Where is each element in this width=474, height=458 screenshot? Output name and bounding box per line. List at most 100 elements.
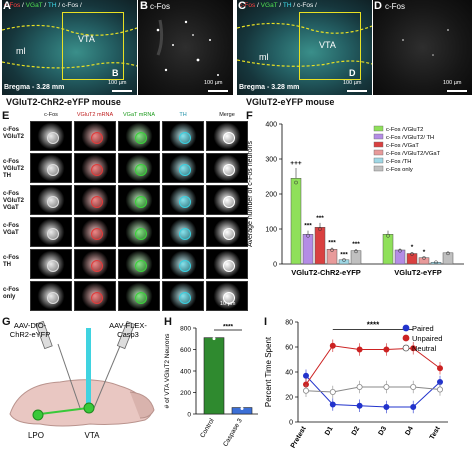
chart-f-point-0-4: [342, 258, 346, 262]
chart-i-legend-label-1: Unpaired: [412, 334, 442, 343]
panel-c-bregma: Bregma - 3.28 mm: [239, 84, 300, 91]
chart-f-legend-label-0: c-Fos /VGluT2: [386, 127, 423, 133]
chart-i-point-0-1: [329, 401, 336, 408]
panel-e-cell-2-0: [30, 185, 72, 215]
caption-eyfp-mouse: VGluT2-eYFP mouse: [246, 97, 335, 107]
panel-a-scale-bar: [112, 90, 132, 92]
chart-i-point-0-4: [410, 404, 417, 411]
panel-e-grid: c-Fos VGluT2 mRNA VGaT mRNA TH Merge c-Fos VGl…: [0, 110, 248, 311]
chart-h-ytick-label-2: 400: [180, 369, 191, 376]
chart-i-cat-label-0: Pretest: [290, 425, 308, 450]
panel-d-letter: D: [374, 0, 382, 12]
panel-e-cell-2-2: [118, 185, 160, 215]
panel-a-channel-header: c-Fos / VGaT / TH / c-Fos /: [4, 2, 82, 9]
chart-i-ylabel: Percent Time Spent: [264, 336, 273, 407]
chart-f-group-label-1: VGluT2-eYFP: [394, 268, 442, 277]
chart-i-point-2-5: [436, 386, 443, 393]
chart-i-line-2: [305, 386, 441, 393]
panel-e-cell-4-0: [30, 249, 72, 279]
panel-g-letter: G: [2, 316, 11, 328]
syringe-left-icon: [35, 320, 81, 409]
panel-a-bregma: Bregma - 3.28 mm: [4, 84, 65, 91]
chart-h-ytick-label-3: 600: [180, 347, 191, 354]
panel-g-diagram: AAV-DIO-ChR2-eYFP AAV-FLEX-Casp3 LPO VTA: [9, 320, 155, 440]
panel-c-scale-bar: [347, 90, 367, 92]
chart-f-legend-label-5: c-Fos only: [386, 167, 413, 173]
chart-i-point-2-0: [303, 387, 310, 394]
caption-chr2-mouse: VGluT2-ChR2-eYFP mouse: [6, 97, 121, 107]
chart-f-ytick-label-2: 200: [265, 192, 277, 199]
panel-c-box-letter: D: [349, 68, 356, 78]
chart-f-point-1-1: [398, 248, 402, 253]
chart-f-sig-6: *: [411, 244, 414, 251]
panel-d-image: c-Fos 100 µm: [373, 0, 472, 95]
chart-f-sig-1: ***: [304, 223, 312, 230]
panel-b-letter: B: [140, 0, 148, 12]
chart-f-group-label-0: VGluT2-ChR2-eYFP: [291, 268, 361, 277]
chart-h-cat-label-0: Control: [199, 417, 216, 439]
panel-e-col-3: TH: [179, 112, 187, 118]
chart-i-ytick-label-1: 20: [285, 395, 293, 402]
chart-f-sig-5: ***: [352, 241, 360, 248]
chart-i-point-2-3: [383, 384, 390, 391]
chart-i-cat-label-2: D2: [351, 425, 362, 436]
panel-e-cell-4-2: [118, 249, 160, 279]
panel-a-letter: A: [3, 0, 11, 12]
chart-i-point-0-0: [303, 372, 310, 379]
panel-e-cell-3-3: [162, 217, 204, 247]
panel-e-col-1: VGluT2 mRNA: [76, 112, 114, 118]
panel-a-scale-label: 100 µm: [108, 80, 127, 86]
panel-a-vta-label: VTA: [78, 34, 95, 44]
vta-marker: [83, 402, 95, 414]
panel-e-cell-5-0: [30, 281, 72, 311]
chart-h-bar-0: [203, 337, 225, 415]
vta-label: VTA: [85, 431, 101, 440]
panel-e-cell-1-2: [118, 153, 160, 183]
chart-i-point-1-2: [356, 346, 363, 353]
panel-e-cell-1-0: [30, 153, 72, 183]
chart-i: 0 20 40 60 80 Percent Time Spent Pretest D1 D2 D3…: [264, 320, 448, 450]
panel-e-cell-0-0: [30, 121, 72, 151]
chart-f-sig-0: +++: [290, 160, 302, 167]
chart-f-legend-swatch-2: [373, 141, 384, 148]
chart-f-point-1-2: [410, 252, 414, 256]
panel-e-cell-2-1: [74, 185, 116, 215]
chart-h-cat-label-1: Caspase 3: [222, 417, 244, 448]
panel-e-row-label-0: c-Fos VGluT2: [3, 127, 25, 140]
brain-outline: [9, 379, 153, 427]
chart-h-ylabel: # of VTA VGluT2 Neurons: [164, 333, 171, 408]
chart-i-legend-label-0: Paired: [412, 324, 434, 333]
panel-d-dots: [402, 29, 449, 56]
chart-i-point-1-5: [436, 365, 443, 372]
chart-i-legend-marker-1: [402, 334, 410, 342]
chart-f-sig-2: ***: [316, 215, 324, 222]
panel-e-cell-5-3: [162, 281, 204, 311]
chart-f-point-0-2: [318, 227, 322, 231]
chart-f-ylabel: Average number of c-Fos neurons: [247, 140, 254, 247]
panel-e-cell-1-3: [162, 153, 204, 183]
panel-b-dots: [156, 19, 219, 76]
chart-f-legend-swatch-4: [373, 157, 384, 164]
panel-c-vta-label: VTA: [319, 40, 336, 50]
chart-f-ytick-label-3: 300: [265, 157, 277, 164]
chart-i-cat-label-4: D4: [404, 425, 415, 436]
chart-f-bar-1-0: [382, 234, 394, 265]
panel-e-cell-4-1: [74, 249, 116, 279]
chart-i-point-2-2: [356, 384, 363, 391]
panel-c-scale-label: 100 µm: [343, 80, 362, 86]
syringe-right-icon: [93, 320, 136, 409]
chart-i-ytick-label-0: 0: [289, 420, 293, 427]
chart-f-legend-label-2: c-Fos /VGaT: [386, 143, 419, 149]
chart-h-ytick-label-1: 200: [180, 390, 191, 397]
chart-i-cat-label-5: Test: [429, 425, 442, 441]
panel-c-ml-label: ml: [259, 52, 269, 62]
panel-b-title: c-Fos: [150, 2, 170, 11]
panel-h-letter: H: [164, 316, 172, 328]
panel-e-row-label-3: c-Fos VGaT: [3, 223, 20, 236]
chart-f-point-1-0: [386, 233, 390, 238]
chart-i-cat-label-1: D1: [324, 425, 335, 436]
chart-f-point-0-3: [330, 248, 334, 252]
virus1-label: AAV-DIO-ChR2-eYFP: [10, 321, 50, 339]
panel-c-letter: C: [238, 0, 246, 12]
chart-h-ytick-label-4: 800: [180, 326, 191, 333]
